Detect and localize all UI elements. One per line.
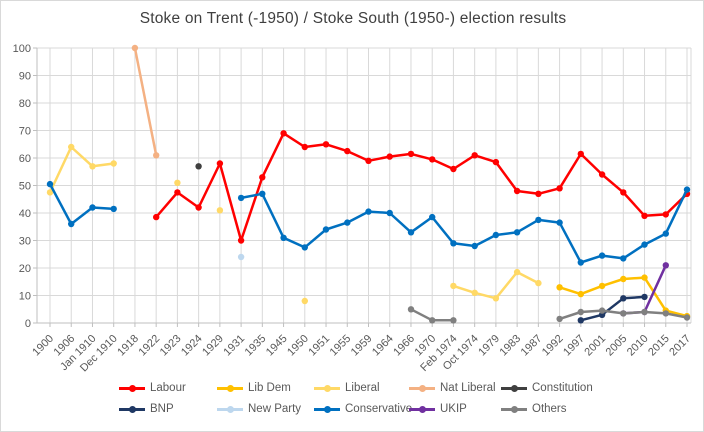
- svg-text:1987: 1987: [519, 333, 545, 359]
- legend-label-constitution: Constitution: [532, 382, 593, 394]
- svg-text:2010: 2010: [625, 333, 651, 359]
- series-nat-liberal: [131, 44, 160, 159]
- svg-text:50: 50: [19, 181, 31, 193]
- svg-text:1923: 1923: [158, 333, 184, 359]
- legend-item-lib-dem: Lib Dem: [217, 382, 314, 394]
- series-liberal: [46, 143, 542, 305]
- legend-label-labour: Labour: [150, 382, 186, 394]
- series-new-party: [237, 253, 245, 261]
- svg-text:40: 40: [19, 208, 31, 220]
- series-others: [407, 306, 691, 324]
- y-axis-labels: 0 10 20 30 40 50 60 70 80 90 100: [13, 43, 31, 330]
- legend-marker-ukip: [409, 405, 435, 413]
- legend-label-ukip: UKIP: [440, 403, 467, 415]
- legend-marker-constitution: [501, 384, 527, 392]
- svg-text:2005: 2005: [604, 333, 630, 359]
- svg-text:1922: 1922: [136, 333, 162, 359]
- legend-marker-others: [501, 405, 527, 413]
- legend-label-others: Others: [532, 403, 567, 415]
- svg-text:10: 10: [19, 291, 31, 303]
- svg-text:1935: 1935: [243, 333, 269, 359]
- legend-marker-bnp: [119, 405, 145, 413]
- axes: [33, 47, 691, 327]
- legend-item-new-party: New Party: [217, 403, 314, 415]
- svg-text:1924: 1924: [179, 333, 205, 359]
- series-bnp: [577, 293, 648, 324]
- series-labour: [153, 130, 691, 244]
- svg-text:60: 60: [19, 153, 31, 165]
- legend-marker-nat-liberal: [409, 384, 435, 392]
- chart-legend: Labour Lib Dem Liberal Nat Liberal Constitut…: [119, 382, 601, 415]
- svg-text:1931: 1931: [221, 333, 247, 359]
- legend-item-labour: Labour: [119, 382, 217, 394]
- svg-text:0: 0: [25, 318, 31, 330]
- legend-marker-conservative: [314, 405, 340, 413]
- svg-text:1945: 1945: [264, 333, 290, 359]
- svg-text:2017: 2017: [667, 333, 693, 359]
- svg-text:100: 100: [13, 43, 31, 55]
- chart-title: Stoke on Trent (-1950) / Stoke South (19…: [139, 10, 567, 27]
- svg-text:90: 90: [19, 71, 31, 83]
- legend-label-lib-dem: Lib Dem: [248, 382, 291, 394]
- svg-text:1918: 1918: [115, 333, 141, 359]
- svg-text:20: 20: [19, 263, 31, 275]
- legend-item-nat-liberal: Nat Liberal: [409, 382, 501, 394]
- svg-text:1955: 1955: [328, 333, 354, 359]
- legend-marker-labour: [119, 384, 145, 392]
- svg-text:1979: 1979: [476, 333, 502, 359]
- legend-item-conservative: Conservative: [314, 403, 413, 415]
- legend-item-constitution: Constitution: [501, 382, 601, 394]
- svg-text:1951: 1951: [306, 333, 332, 359]
- svg-text:2015: 2015: [646, 333, 672, 359]
- svg-text:1964: 1964: [370, 333, 396, 359]
- legend-item-liberal: Liberal: [314, 382, 409, 394]
- svg-text:1997: 1997: [561, 333, 587, 359]
- svg-text:1950: 1950: [285, 333, 311, 359]
- svg-text:1966: 1966: [391, 333, 417, 359]
- svg-text:1983: 1983: [497, 333, 523, 359]
- svg-text:2001: 2001: [582, 333, 608, 359]
- legend-item-others: Others: [501, 403, 601, 415]
- legend-item-ukip: UKIP: [409, 403, 501, 415]
- legend-label-liberal: Liberal: [345, 382, 380, 394]
- legend-label-bnp: BNP: [150, 403, 174, 415]
- legend-item-bnp: BNP: [119, 403, 217, 415]
- svg-text:70: 70: [19, 126, 31, 138]
- svg-text:30: 30: [19, 236, 31, 248]
- svg-text:1929: 1929: [200, 333, 226, 359]
- legend-marker-liberal: [314, 384, 340, 392]
- legend-label-nat-liberal: Nat Liberal: [440, 382, 496, 394]
- svg-text:1992: 1992: [540, 333, 566, 359]
- legend-label-new-party: New Party: [248, 403, 302, 415]
- series-constitution: [195, 163, 202, 170]
- series-conservative: [46, 180, 691, 266]
- svg-text:1900: 1900: [30, 333, 56, 359]
- svg-text:80: 80: [19, 98, 31, 110]
- svg-text:1959: 1959: [349, 333, 375, 359]
- gridlines: [37, 47, 692, 324]
- legend-marker-lib-dem: [217, 384, 243, 392]
- legend-marker-new-party: [217, 405, 243, 413]
- legend-label-conservative: Conservative: [345, 403, 413, 415]
